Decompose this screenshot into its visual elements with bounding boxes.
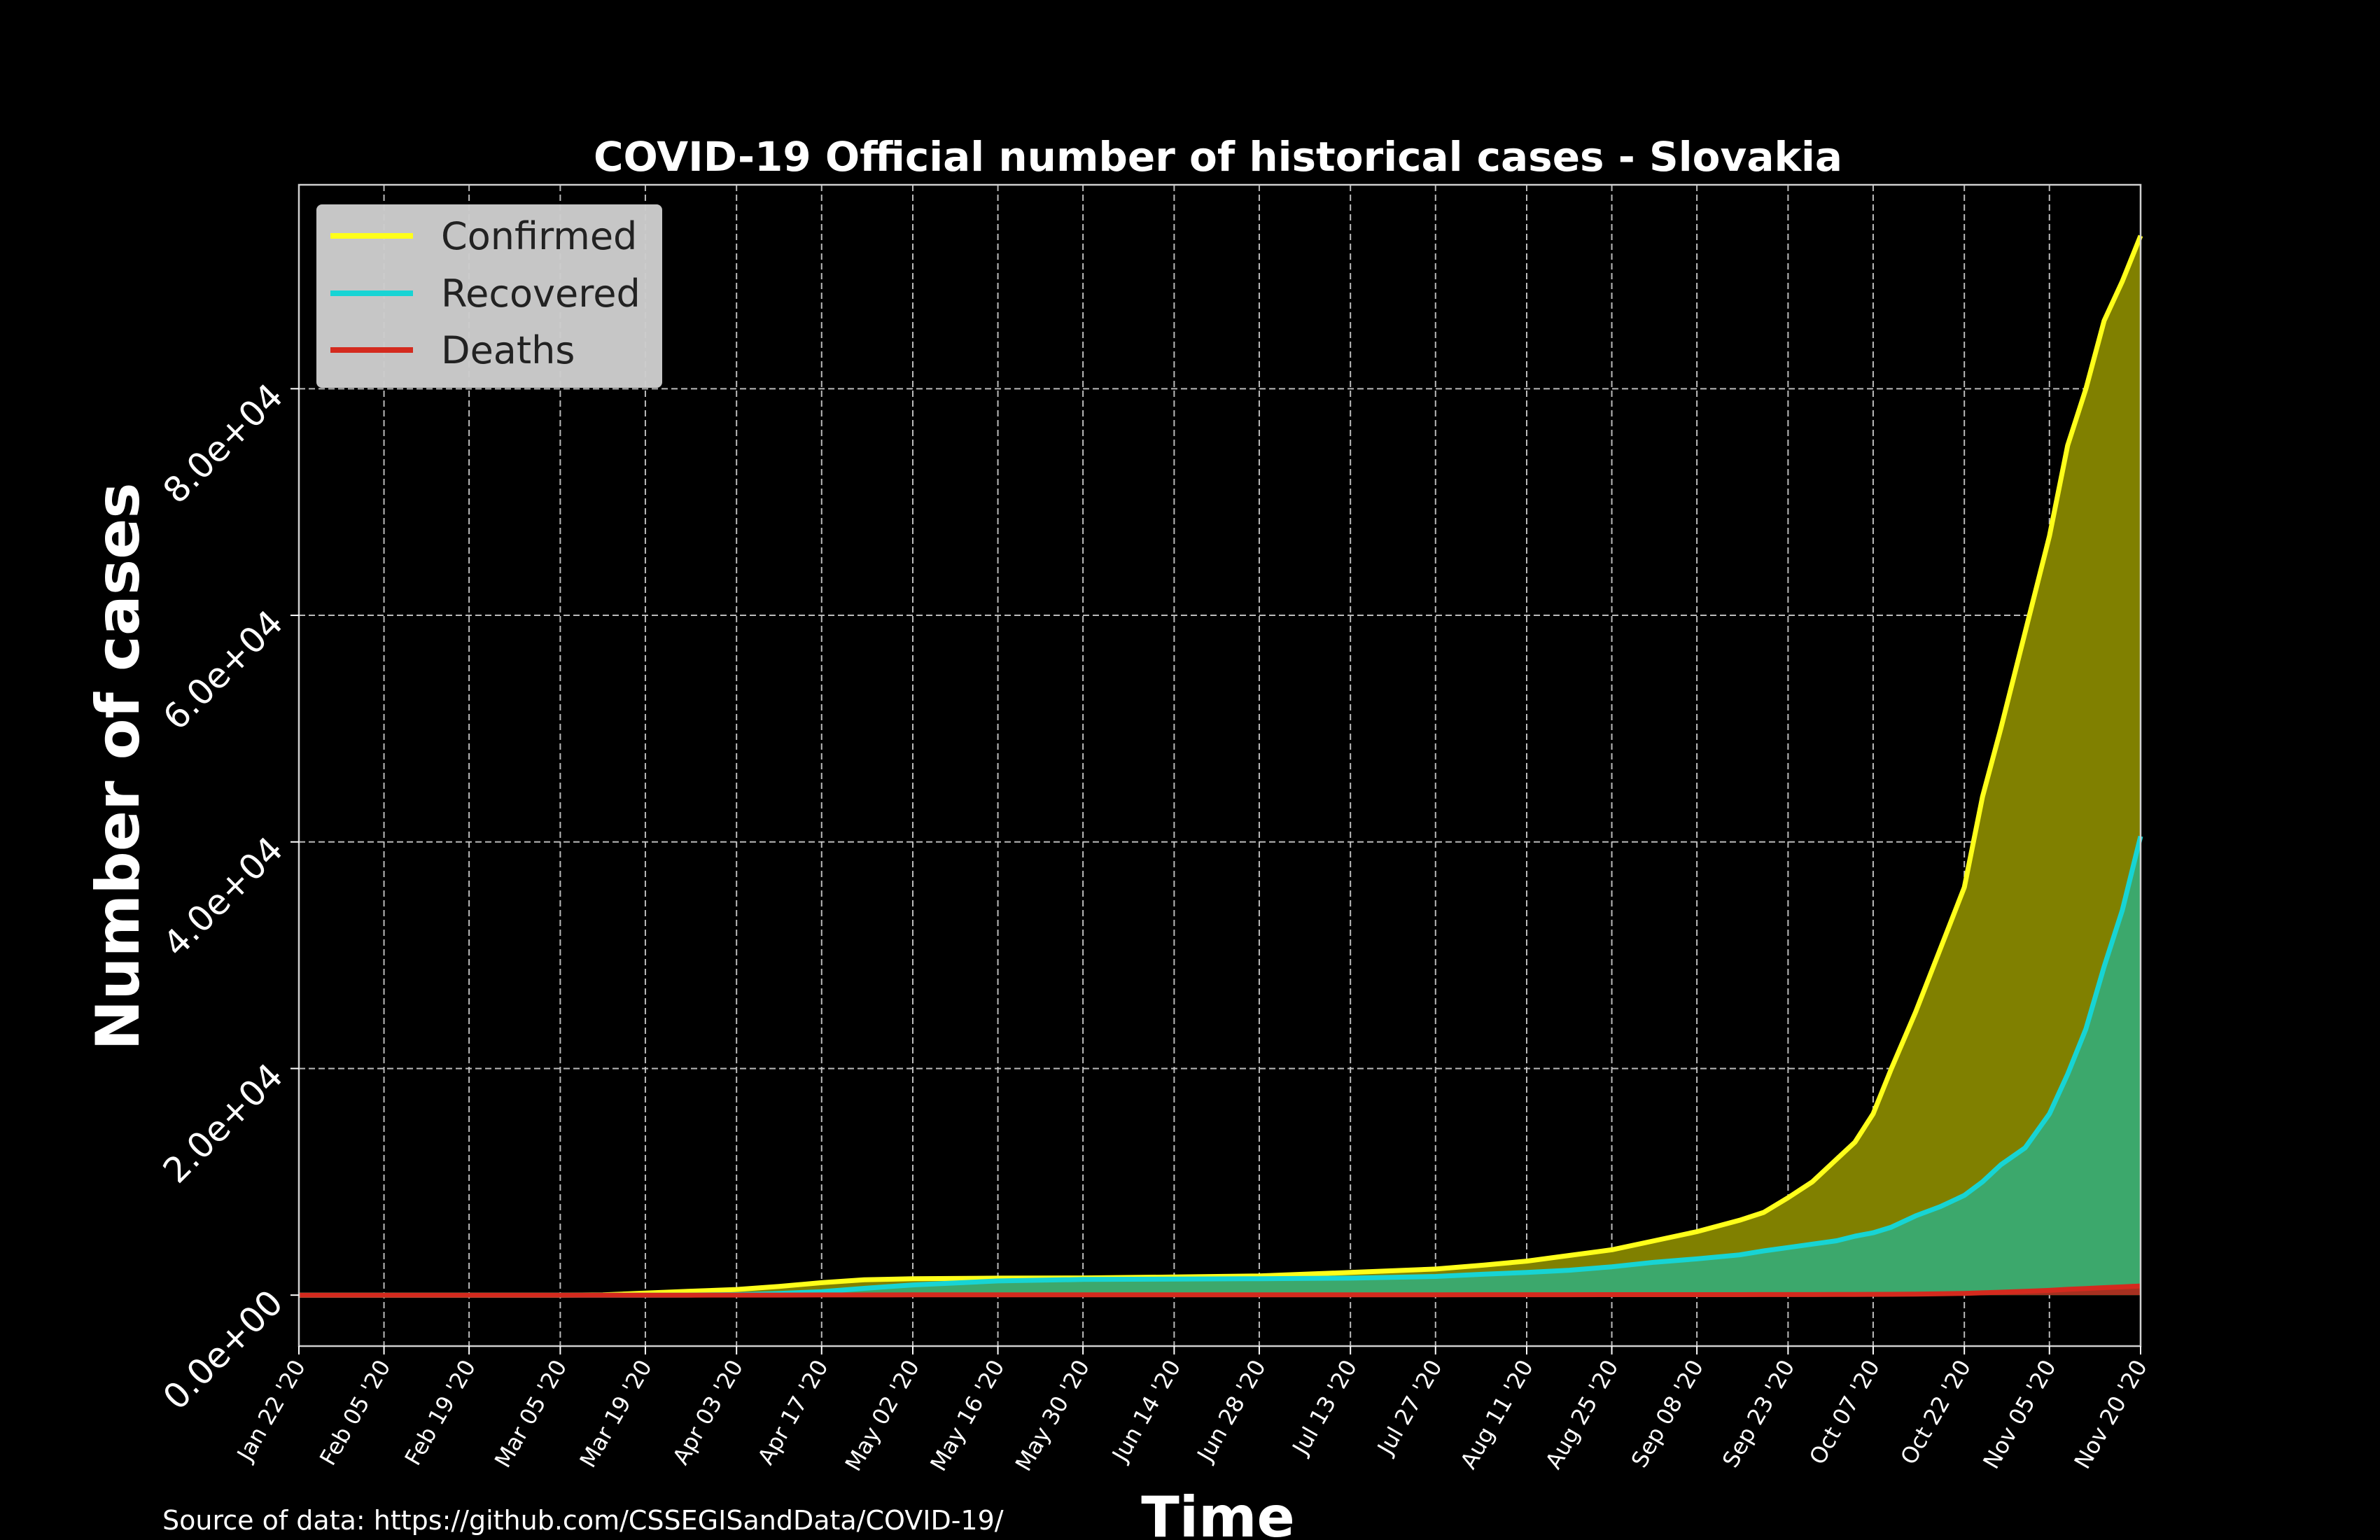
x-axis-label: Time [1141,1485,1295,1540]
grid [299,185,2141,1346]
legend-label-deaths: Deaths [441,328,575,372]
recovered-area [299,836,2141,1296]
deaths-line [299,1283,2141,1298]
y-axis-label: Number of cases [83,482,153,1050]
chart-title: COVID-19 Official number of historical c… [594,133,1842,181]
legend: Confirmed Recovered Deaths [316,204,662,388]
series-lines [299,234,2143,1298]
confirmed-area [299,235,2141,1296]
legend-label-recovered: Recovered [441,272,640,316]
legend-label-confirmed: Confirmed [441,214,637,258]
axes-frame [298,183,2142,1348]
confirmed-line [299,234,2143,1298]
legend-box [316,204,662,388]
source-note: Source of data: https://github.com/CSSEG… [162,1505,1004,1536]
